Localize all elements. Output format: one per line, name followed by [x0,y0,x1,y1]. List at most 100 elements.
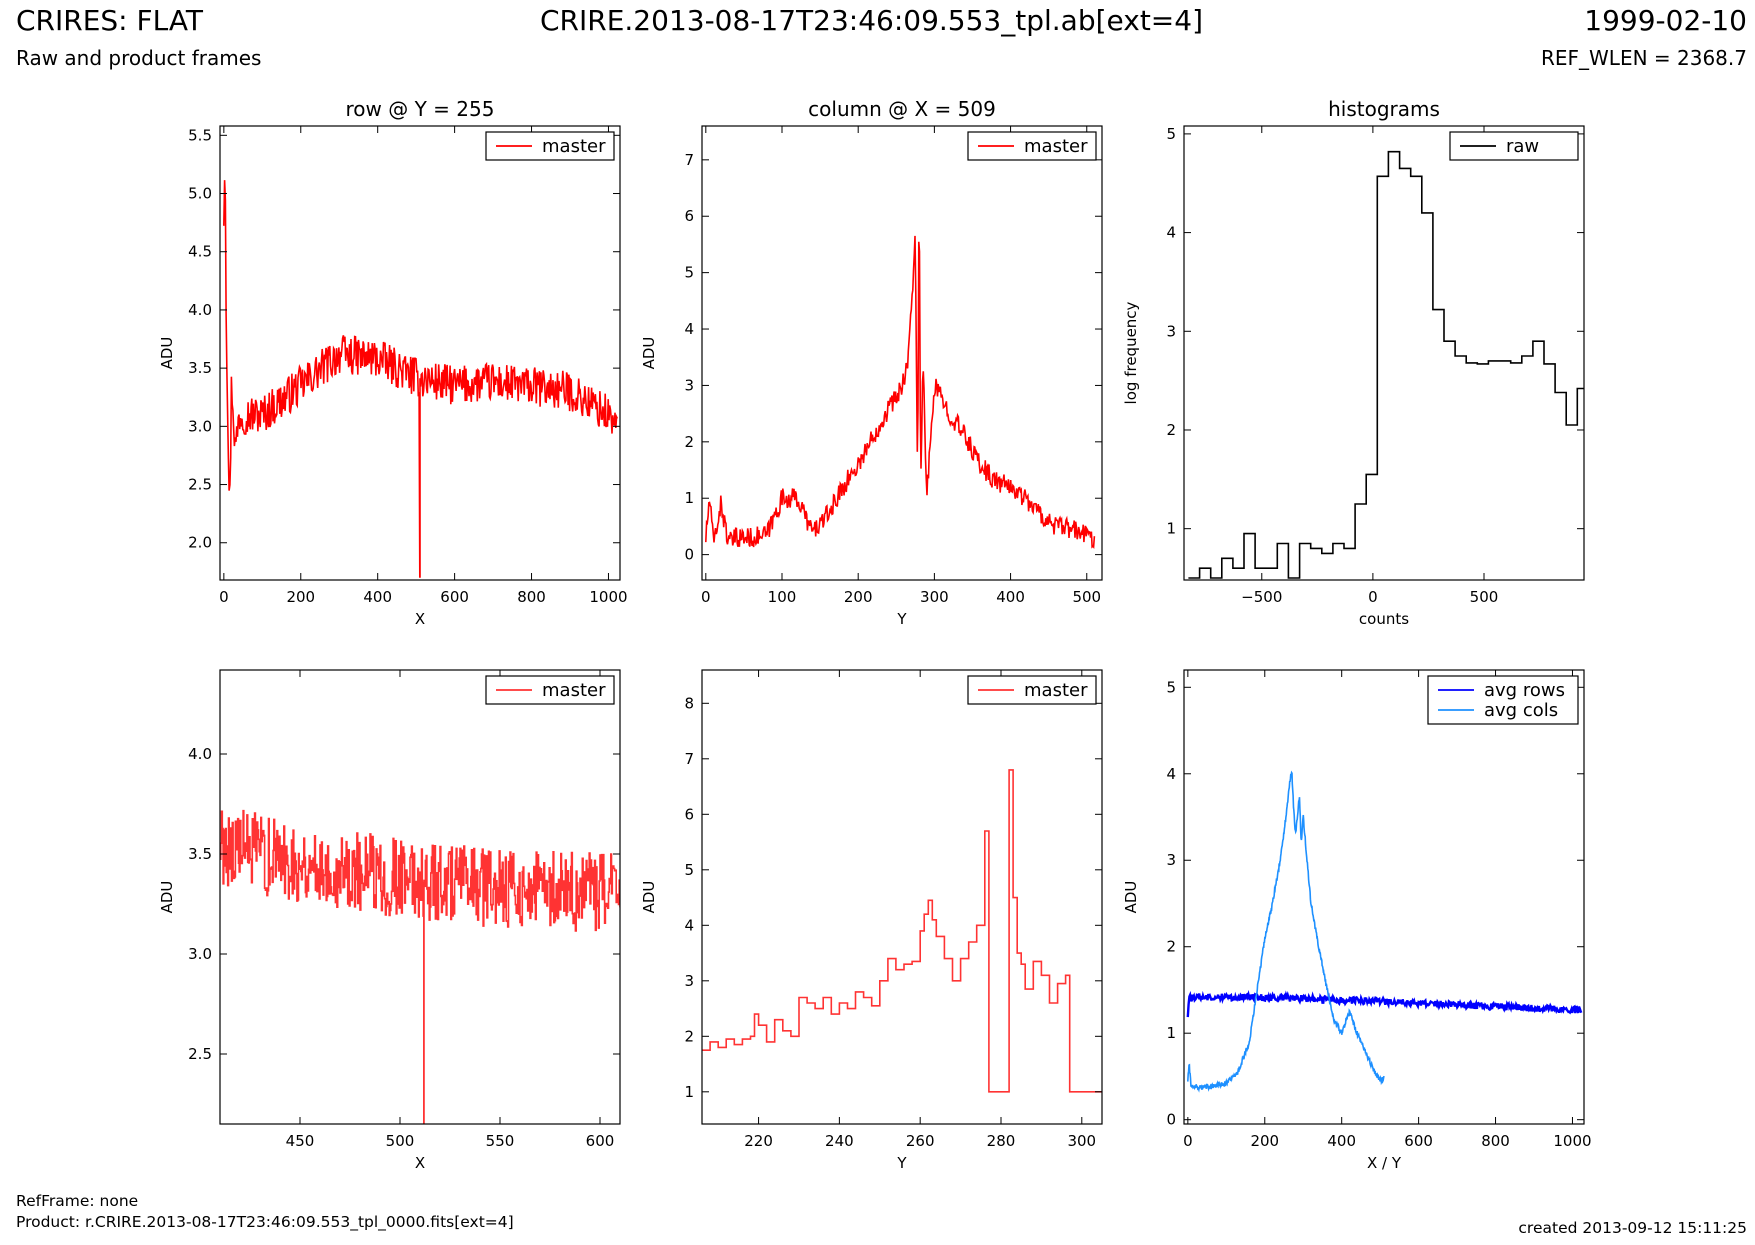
y-tick-label: 5 [684,861,694,879]
x-tick-label: 450 [286,1132,315,1150]
report-subtitle: Raw and product frames [16,46,262,70]
x-axis-label: X / Y [1367,1154,1402,1172]
x-tick-label: 280 [987,1132,1016,1150]
y-tick-label: 1 [1166,520,1176,538]
x-tick-label: 400 [996,588,1025,606]
y-axis-label: ADU [158,337,176,370]
x-tick-label: 400 [363,588,392,606]
x-axis-label: counts [1359,610,1409,628]
x-tick-label: 0 [1183,1132,1193,1150]
x-tick-label: 300 [920,588,949,606]
y-tick-label: 3 [684,376,694,394]
y-tick-label: 4 [1166,765,1176,783]
legend-label: avg rows [1484,680,1565,701]
y-tick-label: 4 [1166,224,1176,242]
y-tick-label: 3.5 [188,845,212,863]
y-tick-label: 4 [684,916,694,934]
x-tick-label: 600 [586,1132,615,1150]
product-label: Product: r.CRIRE.2013-08-17T23:46:09.553… [16,1213,514,1231]
y-tick-label: 0 [684,546,694,564]
x-tick-label: 200 [844,588,873,606]
plot-frame [219,669,621,1125]
x-tick-label: 260 [906,1132,935,1150]
legend: raw [1449,131,1579,161]
x-tick-label: 0 [701,588,711,606]
chart-title: histograms [1328,97,1440,121]
x-tick-label: 500 [1072,588,1101,606]
plot-area [705,235,1096,550]
series-line-raw [1188,150,1584,579]
x-tick-label: 100 [768,588,797,606]
chart-panel-1: 0 200 400 600 800 1000 2.0 2.5 3.0 3.5 4.0 4.5 5.0 5.… [158,97,628,628]
legend-label: master [542,136,606,157]
y-tick-label: 3.5 [188,359,212,377]
series-line-avg-cols [1187,770,1385,1093]
x-tick-label: 200 [1250,1132,1279,1150]
plot-area [223,180,619,578]
x-tick-label: 800 [517,588,546,606]
y-tick-label: 3.0 [188,417,212,435]
y-tick-label: 6 [684,207,694,225]
plot-frame [701,669,1103,1125]
y-tick-label: 2.5 [188,476,212,494]
plot-area [1186,770,1583,1093]
y-tick-label: 2 [684,433,694,451]
y-axis-label: ADU [1122,881,1140,914]
y-tick-label: 5.5 [188,126,212,144]
series-line-master [223,180,619,578]
chart-panel-4: 450 500 550 600 2.5 3.0 3.5 4.0 X ADU master [158,669,621,1172]
x-tick-label: 240 [825,1132,854,1150]
y-tick-label: 7 [684,151,694,169]
y-tick-label: 4.0 [188,301,212,319]
x-axis-label: Y [896,1154,907,1172]
x-axis-label: X [415,1154,425,1172]
legend-label: master [1024,680,1088,701]
x-tick-label: 600 [440,588,469,606]
y-tick-label: 2.0 [188,534,212,552]
y-tick-label: 4 [684,320,694,338]
y-tick-label: 1 [684,489,694,507]
x-tick-label: 300 [1067,1132,1096,1150]
y-tick-label: 3 [1166,322,1176,340]
chart-title: row @ Y = 255 [346,97,495,121]
y-tick-label: 5 [684,264,694,282]
x-tick-label: 220 [744,1132,773,1150]
x-tick-label: 800 [1481,1132,1510,1150]
y-axis-label: log frequency [1122,301,1140,404]
chart-panel-5: 220 240 260 280 300 1 2 3 4 5 6 7 8 Y ADU master [640,669,1103,1172]
y-tick-label: 1 [1166,1024,1176,1042]
plot-area [220,809,620,1124]
chart-panel-6: 0 200 400 600 800 1000 0 1 2 3 4 5 X / Y ADU avg rowsa… [1122,669,1592,1172]
x-axis-label: X [415,610,425,628]
y-tick-label: 1 [684,1083,694,1101]
y-tick-label: 4.5 [188,243,212,261]
legend: master [485,131,615,161]
plot-frame [219,125,621,581]
y-tick-label: 4.0 [188,745,212,763]
x-tick-label: 1000 [589,588,627,606]
plot-frame [1183,669,1585,1125]
ref-wavelength: REF_WLEN = 2368.7 [1540,46,1747,70]
y-tick-label: 2 [1166,938,1176,956]
plot-frame [1183,125,1585,581]
y-tick-label: 3.0 [188,945,212,963]
legend: master [967,131,1097,161]
created-timestamp: created 2013-09-12 15:11:25 [1518,1219,1747,1237]
y-tick-label: 8 [684,694,694,712]
legend-box [1427,675,1579,725]
y-tick-label: 5 [1166,125,1176,143]
y-axis-label: ADU [158,881,176,914]
chart-title: column @ X = 509 [808,97,996,121]
x-tick-label: 0 [1368,588,1378,606]
y-axis-label: ADU [640,881,658,914]
legend-label: avg cols [1484,700,1558,721]
chart-panel-3: −500 0 500 1 2 3 4 5 histograms counts log frequen… [1122,97,1585,628]
y-tick-label: 7 [684,750,694,768]
series-line-master [220,809,620,1124]
series-line-master [705,235,1096,550]
x-tick-label: −500 [1241,588,1282,606]
x-tick-label: 0 [219,588,229,606]
x-tick-label: 200 [286,588,315,606]
plot-frame [701,125,1103,581]
